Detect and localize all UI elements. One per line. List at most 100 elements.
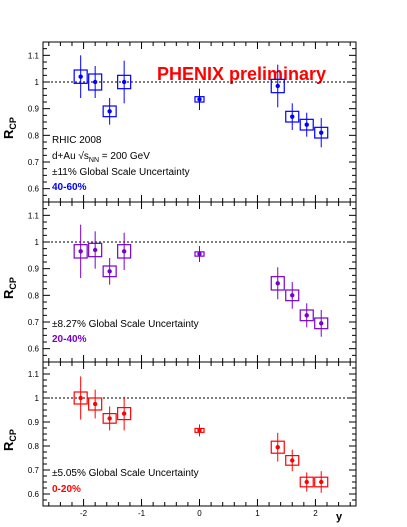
data-point: [285, 282, 300, 309]
data-point: [88, 66, 103, 98]
annotation-global-scale: ±11% Global Scale Uncertainty: [52, 167, 190, 178]
y-tick-label: 1.1: [28, 370, 40, 379]
data-marker: [121, 79, 127, 85]
data-point: [299, 112, 314, 137]
y-tick-label: 1.1: [28, 211, 40, 220]
data-point: [314, 118, 329, 148]
annotation-run: RHIC 2008: [52, 135, 102, 146]
annotation-global-scale: ±8.27% Global Scale Uncertainty: [52, 319, 199, 330]
data-marker: [304, 122, 309, 127]
data-point: [314, 471, 329, 493]
data-point: [88, 231, 103, 269]
sys-error-box: [314, 126, 329, 139]
y-tick-label: 1: [35, 394, 40, 403]
data-marker: [319, 479, 324, 485]
y-axis-title: RCP: [1, 117, 18, 139]
sys-error-box: [73, 244, 88, 259]
y-tick-label: 0.6: [28, 490, 40, 499]
sys-error-box: [285, 289, 300, 302]
panel-frame: [42, 201, 357, 363]
sys-error-box: [314, 476, 329, 488]
annotation-energy: d+Au √sNN = 200 GeV: [52, 150, 150, 164]
sys-error-box: [299, 309, 314, 322]
data-point: [88, 389, 103, 419]
data-point: [102, 258, 117, 285]
data-marker: [197, 251, 202, 257]
sys-error-box: [102, 265, 117, 278]
y-tick-label: 0.9: [28, 105, 40, 114]
data-marker: [304, 313, 309, 318]
data-point: [270, 267, 285, 300]
data-marker: [319, 130, 324, 135]
annotation-global-scale: ±5.05% Global Scale Uncertainty: [52, 468, 199, 479]
sys-error-box: [88, 73, 103, 91]
y-tick-label: 0.7: [28, 158, 40, 167]
data-point: [285, 449, 300, 472]
sys-error-box: [270, 78, 285, 94]
data-point: [73, 224, 88, 278]
data-marker: [78, 74, 83, 79]
data-marker: [121, 249, 127, 254]
data-point: [102, 98, 117, 125]
annotation-centrality: 0-20%: [52, 484, 81, 495]
data-point: [73, 55, 88, 98]
data-marker: [275, 445, 280, 450]
data-marker: [92, 247, 98, 253]
data-point: [194, 246, 205, 262]
y-tick-label: 0.8: [28, 131, 40, 140]
data-marker: [197, 428, 202, 433]
data-point: [117, 396, 132, 431]
data-point: [285, 103, 300, 130]
data-marker: [107, 416, 112, 421]
x-axis: -2 -1 0 1 2: [80, 509, 318, 518]
y-tick-label: 0.9: [28, 418, 40, 427]
sys-error-box: [314, 317, 329, 330]
sys-error-box: [299, 118, 314, 131]
annotation-centrality: 20-40%: [52, 334, 87, 345]
sys-error-box: [88, 242, 103, 258]
sys-error-box: [270, 276, 285, 291]
sys-error-box: [117, 407, 132, 421]
panel-0-20%: 0.6 0.7 0.8 0.9 1 1.1 RCP: [1, 361, 357, 507]
data-marker: [121, 411, 127, 416]
y-tick-label: 0.6: [28, 185, 40, 194]
data-marker: [290, 293, 295, 298]
annotation-centrality: 40-60%: [52, 182, 87, 193]
sys-error-box: [102, 105, 117, 118]
data-point: [194, 88, 205, 110]
x-tick-label: 1: [255, 509, 260, 518]
data-point: [299, 472, 314, 492]
data-marker: [197, 97, 202, 102]
x-axis-title: y: [336, 511, 343, 523]
sys-error-box: [194, 96, 205, 103]
panel-40-60%: 0.6 0.7 0.8 0.9 1 1.1 RCP: [1, 41, 357, 203]
data-marker: [290, 458, 295, 463]
data-marker: [92, 79, 98, 85]
data-point: [314, 310, 329, 337]
data-point: [270, 64, 285, 108]
sys-error-box: [73, 69, 88, 84]
y-tick-label: 1: [35, 238, 40, 247]
sys-error-box: [73, 391, 88, 405]
y-tick-label: 0.7: [28, 318, 40, 327]
y-tick-label: 0.7: [28, 466, 40, 475]
sys-error-box: [102, 413, 117, 424]
chart-title: PHENIX preliminary: [157, 64, 326, 84]
y-tick-label: 1.1: [28, 51, 40, 60]
y-tick-label: 0.8: [28, 291, 40, 300]
data-marker: [92, 401, 98, 407]
data-point: [270, 432, 285, 462]
data-point: [299, 303, 314, 328]
data-point: [73, 376, 88, 420]
data-marker: [107, 109, 112, 114]
x-tick-label: -2: [80, 509, 88, 518]
sys-error-box: [88, 397, 103, 411]
y-tick-label: 1: [35, 78, 40, 87]
data-marker: [107, 269, 112, 274]
data-point: [102, 406, 117, 431]
data-marker: [319, 321, 324, 326]
data-point: [194, 424, 205, 437]
y-axis-title: RCP: [1, 277, 18, 299]
y-tick-label: 0.9: [28, 265, 40, 274]
data-marker: [290, 114, 295, 119]
